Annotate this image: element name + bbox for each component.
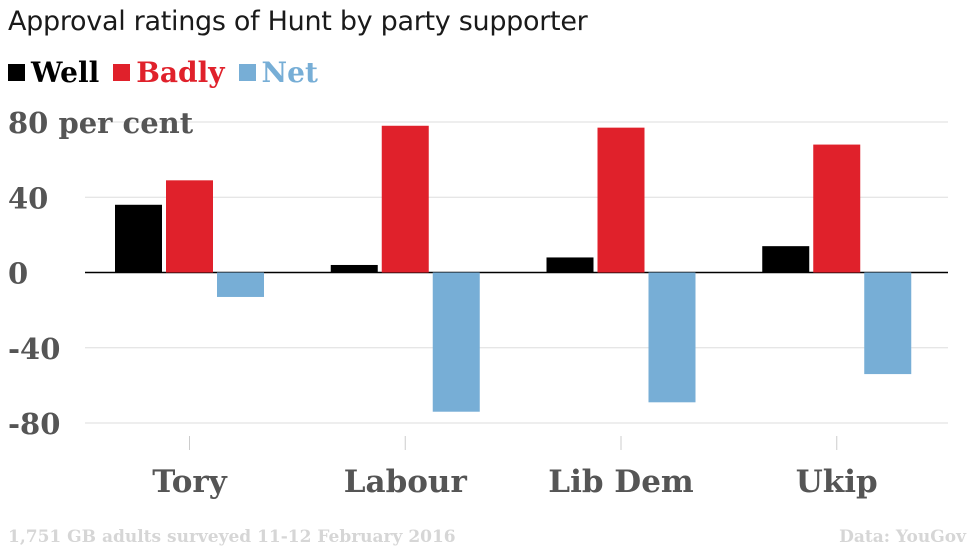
legend-item-well: Well bbox=[8, 56, 99, 89]
y-tick-label-1: 40 bbox=[8, 181, 48, 215]
legend-item-net: Net bbox=[238, 56, 318, 89]
bar-net-labour bbox=[432, 272, 480, 412]
x-tick-label-labour: Labour bbox=[344, 464, 468, 500]
x-tick-label-tory: Tory bbox=[152, 464, 228, 500]
y-tick-label-0: 80 per cent bbox=[8, 106, 194, 140]
y-tick-label-4: -80 bbox=[8, 407, 60, 441]
legend-swatch-well bbox=[8, 64, 25, 81]
legend: Well Badly Net bbox=[8, 56, 332, 89]
legend-label-well: Well bbox=[31, 56, 100, 89]
legend-label-net: Net bbox=[261, 56, 318, 89]
bar-net-ukip bbox=[864, 272, 912, 375]
bar-net-lib-dem bbox=[648, 272, 696, 403]
bar-well-lib-dem bbox=[546, 257, 594, 273]
legend-label-badly: Badly bbox=[136, 56, 225, 89]
footer-note: 1,751 GB adults surveyed 11-12 February … bbox=[8, 527, 456, 547]
legend-swatch-net bbox=[238, 64, 256, 81]
legend-item-badly: Badly bbox=[113, 56, 225, 89]
chart-title: Approval ratings of Hunt by party suppor… bbox=[8, 6, 588, 37]
bar-badly-lib-dem bbox=[597, 127, 645, 273]
bar-badly-ukip bbox=[813, 144, 861, 273]
bar-badly-labour bbox=[381, 125, 429, 273]
x-tick-label-lib-dem: Lib Dem bbox=[548, 464, 694, 500]
bar-well-ukip bbox=[762, 246, 810, 273]
bar-net-tory bbox=[217, 272, 264, 297]
bar-well-tory bbox=[115, 204, 162, 273]
x-tick-label-ukip: Ukip bbox=[796, 464, 878, 500]
footer-source: Data: YouGov bbox=[839, 527, 966, 547]
legend-swatch-badly bbox=[113, 64, 131, 81]
bar-well-labour bbox=[330, 264, 378, 273]
bar-badly-tory bbox=[166, 180, 213, 273]
y-tick-label-3: -40 bbox=[8, 332, 60, 366]
y-tick-label-2: 0 bbox=[8, 257, 28, 291]
